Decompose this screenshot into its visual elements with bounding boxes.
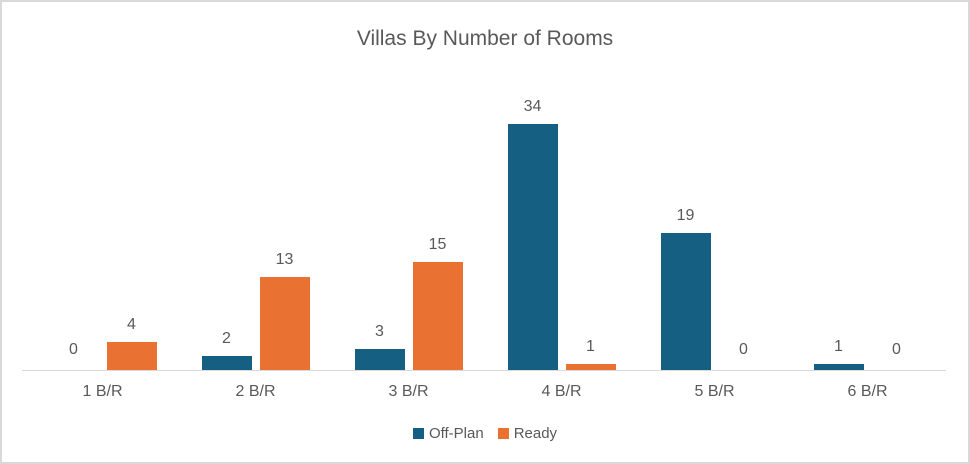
data-label: 1 [834,338,843,355]
off-plan-bar-slot: 1 [813,99,864,371]
off-plan-bar [354,349,405,371]
data-label: 34 [523,98,542,115]
bar-group: 19 0 [638,99,791,371]
category-label: 4 B/R [541,383,582,400]
data-label: 13 [275,251,294,268]
off-plan-bar-slot: 3 [354,99,405,371]
legend-swatch-icon [497,428,509,439]
legend-label: Off-Plan [428,425,484,442]
off-plan-bar [660,233,711,371]
data-label: 3 [375,323,384,340]
off-plan-bar-slot: 19 [660,99,711,371]
legend-label: Ready [513,425,558,442]
off-plan-bar-slot: 34 [507,98,558,371]
category-label: 3 B/R [388,383,429,400]
legend: Off-Plan Ready [2,425,968,442]
data-label: 19 [676,207,695,224]
off-plan-bar [813,364,864,371]
off-plan-bar-slot: 0 [49,99,99,371]
x-axis-line [22,370,946,371]
category-label: 1 B/R [82,383,123,400]
ready-bar [259,277,310,371]
ready-bar-slot: 1 [565,99,616,371]
ready-bar-slot: 4 [106,99,157,371]
ready-bar [106,342,157,371]
off-plan-bar [201,356,252,371]
off-plan-bar [507,124,558,371]
x-axis-labels: 1 B/R 2 B/R 3 B/R 4 B/R 5 B/R 6 B/R [26,383,944,401]
data-label: 0 [892,341,901,358]
bar-group: 3 15 [332,99,485,371]
ready-bar-slot: 0 [719,99,769,371]
ready-bar [565,364,616,371]
legend-item-off-plan: Off-Plan [412,425,484,442]
data-label: 15 [428,236,447,253]
data-label: 2 [222,330,231,347]
category-label: 5 B/R [694,383,735,400]
category-label: 2 B/R [235,383,276,400]
ready-bar-slot: 15 [412,99,463,371]
bar-group: 34 1 [485,99,638,371]
data-label: 1 [586,338,595,355]
data-label: 0 [69,341,78,358]
data-label: 4 [127,316,136,333]
off-plan-bar-slot: 2 [201,99,252,371]
ready-bar-slot: 13 [259,99,310,371]
ready-bar-slot: 0 [872,99,922,371]
ready-bar [412,262,463,371]
data-label: 0 [739,341,748,358]
bar-group: 2 13 [179,99,332,371]
legend-item-ready: Ready [497,425,558,442]
category-label: 6 B/R [847,383,888,400]
chart-title: Villas By Number of Rooms [356,27,614,50]
legend-swatch-icon [412,428,424,439]
plot-area: 0 4 2 13 3 15 34 1 19 0 1 0 [26,99,944,371]
